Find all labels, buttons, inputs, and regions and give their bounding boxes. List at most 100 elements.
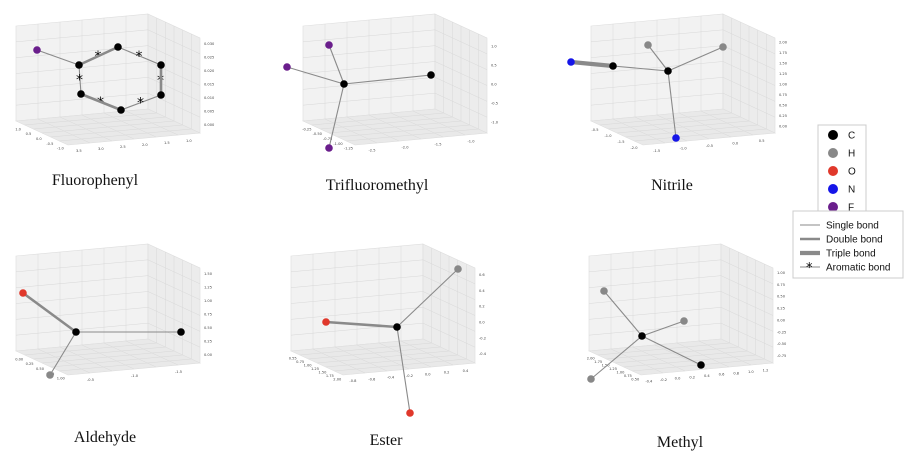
y-tick-label: -2.5 [369, 149, 376, 153]
atom-c [77, 90, 85, 98]
atom-c [157, 61, 165, 69]
x-tick-label: -1.00 [333, 142, 343, 146]
axis-ticks: -0.25-0.50-0.75-1.00-1.25 -2.5 -2.0 -1.5 -1.… [302, 45, 499, 153]
single-bond [647, 44, 669, 72]
atom-c [157, 91, 165, 99]
atom-c [664, 67, 672, 75]
atom-legend-label: H [848, 149, 855, 160]
x-tick-label: 0.5 [26, 132, 32, 136]
z-tick-label: -0.4 [479, 352, 487, 356]
bonds [286, 44, 432, 149]
grid-line [334, 358, 467, 372]
x-tick-label: 0.0 [36, 137, 42, 141]
y-tick-label: -0.5 [87, 378, 94, 382]
atom-c [638, 332, 646, 340]
y-tick-label: 1.5 [164, 141, 170, 145]
bonds [590, 290, 702, 380]
z-tick-label: 0.00 [779, 125, 788, 129]
axes-grid [587, 243, 775, 376]
grid-line [290, 291, 424, 304]
single-bond [396, 268, 459, 328]
bond-legend-label: Aromatic bond [826, 263, 890, 274]
z-tick-label: -0.25 [777, 330, 786, 334]
axis-ticks: 1.0 0.5 0.0 -0.5 -1.0 3.5 3.0 2.5 2.0 1.5 1.0 0.030… [15, 42, 215, 153]
z-tick-label: 0.75 [777, 283, 785, 287]
y-tick-label: -0.5 [706, 144, 713, 148]
double-bond [22, 291, 77, 334]
x-tick-label: 0.55 [289, 357, 297, 361]
atom-swatch-icon [828, 184, 838, 194]
bond-legend-label: Triple bond [826, 249, 876, 260]
atom-c [697, 361, 705, 369]
panel-caption: Aldehyde [74, 429, 136, 446]
atom-legend-label: N [848, 185, 855, 196]
z-tick-label: 0.0 [491, 83, 497, 87]
atom-h [644, 41, 652, 49]
z-tick-label: 0.010 [204, 96, 215, 100]
x-tick-label: -0.50 [313, 132, 323, 136]
axes-grid [589, 13, 777, 146]
atom-c [393, 323, 401, 331]
y-tick-label: 3.5 [76, 149, 82, 153]
panel-caption: Fluorophenyl [52, 172, 139, 189]
single-bond [36, 49, 80, 66]
x-tick-label: 0.50 [631, 377, 640, 381]
panel-caption: Ester [370, 432, 404, 449]
panel-trifluoromethyl: -0.25-0.50-0.75-1.00-1.25 -2.5 -2.0 -1.5 -1.… [283, 13, 499, 194]
atom-swatch-icon [828, 166, 838, 176]
atom-c [340, 80, 348, 88]
z-tick-label: 0.75 [204, 313, 212, 317]
y-tick-label: 0.0 [732, 142, 738, 146]
grid-line [15, 307, 149, 320]
grid-line [302, 29, 436, 43]
x-tick-label: -1.0 [605, 134, 613, 138]
z-tick-label: 0.25 [779, 114, 787, 118]
grid-line [290, 322, 424, 336]
grid-line [302, 77, 436, 90]
x-tick-label: 2.00 [587, 357, 596, 361]
axis-ticks: -0.5 -1.0 -1.5 -2.0 -1.5 -1.0 -0.5 0.0 0.5 2.00 1.… [592, 40, 788, 153]
z-tick-label: -0.5 [491, 102, 498, 106]
z-tick-label: 2.00 [779, 40, 788, 44]
aromatic-bond [120, 94, 162, 111]
atom-n [672, 134, 680, 142]
atoms [567, 41, 727, 142]
panel-nitrile: -0.5 -1.0 -1.5 -2.0 -1.5 -1.0 -0.5 0.0 0.5 2.00 1.… [567, 13, 788, 194]
x-tick-label: 0.50 [36, 367, 45, 371]
atom-f [33, 46, 41, 54]
grid-line [302, 45, 436, 58]
panel-methyl: 2.001.751.501.251.000.750.50-0.4 -0.2 0.0 0… [587, 243, 787, 451]
grid-line [15, 61, 149, 74]
axis-ticks: 2.001.751.501.251.000.750.50-0.4 -0.2 0.0 0… [587, 271, 787, 383]
single-bond [667, 70, 677, 139]
x-tick-label: 1.00 [57, 377, 66, 381]
z-tick-label: 1.00 [777, 271, 786, 275]
grid-line [15, 29, 149, 43]
bond-legend-label: Single bond [826, 221, 879, 232]
bond-legend: Single bond Double bond Triple bond * Aromat… [792, 210, 904, 279]
atom-h [680, 317, 688, 325]
single-bond [641, 320, 685, 337]
single-bond [641, 335, 702, 366]
x-tick-label: -1.0 [57, 147, 65, 151]
z-tick-label: 0.000 [204, 123, 215, 127]
x-tick-label: 1.25 [311, 367, 319, 371]
atom-h [46, 371, 54, 379]
single-bond [667, 46, 724, 72]
x-tick-label: 2.00 [333, 377, 342, 381]
y-tick-label: 1.0 [748, 370, 754, 374]
grid-line [15, 259, 149, 273]
atoms [19, 289, 185, 379]
x-tick-label: 1.50 [318, 370, 327, 374]
x-tick-label: -2.0 [631, 146, 639, 150]
atom-f [283, 63, 291, 71]
grid-line [588, 275, 722, 288]
grid-line [15, 92, 149, 106]
grid-line [15, 275, 149, 288]
z-tick-label: 0.015 [204, 83, 214, 87]
bond-legend-item: Triple bond [800, 249, 876, 260]
single-bond [343, 74, 432, 85]
axes-grid [301, 13, 489, 146]
grid-line [588, 307, 722, 320]
